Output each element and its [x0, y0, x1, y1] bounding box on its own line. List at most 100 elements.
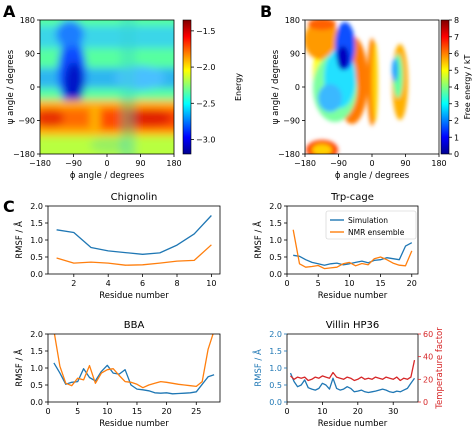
y-tick-label: −180: [13, 150, 35, 159]
colorbar-tick-label: −2.5: [196, 99, 215, 108]
legend-label-nmr: NMR ensemble: [348, 228, 405, 237]
right-tick-label: 0: [423, 398, 428, 407]
trp-cage-plot: Trp-cage 0 5 10 15 20 0.0 0.5 1.0 1.5 2.0 Residue n…: [252, 192, 419, 301]
x-tick-label: 15: [375, 279, 385, 288]
x-tick-label: 180: [431, 159, 446, 168]
plot-title: BBA: [124, 320, 145, 331]
x-tick-label: 10: [344, 279, 354, 288]
x-axis-label: Residue number: [99, 291, 169, 301]
y-axis-label: ψ angle / degrees: [271, 49, 281, 124]
colorbar-tick-label: 8: [454, 16, 459, 25]
x-tick-label: 15: [132, 407, 142, 416]
y-tick-label: 1.0: [30, 364, 43, 373]
y-tick-label: 2.0: [30, 330, 43, 339]
y-tick-label: 1.5: [269, 347, 282, 356]
x-tick-label: 0: [284, 407, 289, 416]
series-line-simulation: [56, 215, 212, 255]
x-tick-label: 90: [400, 159, 410, 168]
y-tick-label: 0.5: [30, 381, 43, 390]
x-tick-label: 90: [135, 159, 145, 168]
colorbar-tick-label: −3.0: [196, 136, 215, 145]
x-tick-label: 6: [140, 279, 145, 288]
x-tick-label: 10: [206, 279, 216, 288]
series-group: [53, 334, 215, 395]
panel-b-colorbar-label: Free energy / kT: [463, 55, 472, 120]
x-axis-label: ϕ angle / degrees: [335, 171, 410, 181]
legend-label-simulation: Simulation: [348, 216, 388, 225]
x-tick-label: 0: [369, 159, 374, 168]
x-tick-label: 30: [388, 407, 398, 416]
y-tick-label: −90: [283, 117, 300, 126]
panel-letter-b: B: [260, 2, 272, 21]
y-tick-label: 180: [20, 16, 35, 25]
villin-plot: Villin HP36 0 10 20 30 0.0 0.5 1.0 1.5 2.0 Residue…: [252, 320, 445, 429]
x-axis-label: Residue number: [318, 291, 388, 301]
colorbar-tick-label: 4: [454, 83, 459, 92]
colorbar-tick-label: 0: [454, 150, 459, 159]
right-axis-label: Temperature factor: [435, 327, 445, 410]
colorbar-tick-label: 6: [454, 50, 459, 59]
y-tick-label: 0: [30, 83, 35, 92]
series-group: [56, 215, 212, 266]
x-tick-label: 5: [75, 407, 80, 416]
plot-title: Trp-cage: [330, 192, 374, 203]
x-tick-label: 5: [316, 279, 321, 288]
colorbar-tick-label: 5: [454, 66, 459, 75]
x-tick-label: 10: [102, 407, 112, 416]
x-tick-label: 0: [284, 279, 289, 288]
y-axis-label: RMSF / Å: [252, 221, 264, 259]
chignolin-plot: Chignolin 2 4 6 8 10 0.0 0.5 1.0 1.5 2.0 Residue nu…: [13, 192, 221, 301]
x-tick-label: 20: [162, 407, 172, 416]
y-tick-label: 0.5: [269, 381, 282, 390]
plot-title: Chignolin: [111, 192, 158, 203]
y-tick-label: 0.5: [269, 253, 282, 262]
colorbar-tick-label: 2: [454, 117, 459, 126]
y-tick-label: 1.0: [269, 364, 282, 373]
x-tick-label: 20: [407, 279, 417, 288]
x-tick-label: 0: [45, 407, 50, 416]
y-tick-label: −90: [18, 117, 35, 126]
y-tick-label: 0: [295, 83, 300, 92]
series-line-nmr: [56, 244, 212, 266]
x-tick-label: 25: [191, 407, 201, 416]
y-axis-label: RMSF / Å: [13, 221, 25, 259]
panel-a-colorbar-label: Energy: [234, 73, 243, 101]
x-tick-label: −90: [65, 159, 82, 168]
y-tick-label: 90: [25, 50, 35, 59]
plot-frame: [47, 205, 221, 275]
x-tick-label: 180: [166, 159, 181, 168]
x-axis-label: Residue number: [99, 419, 169, 429]
bba-plot: BBA 0 5 10 15 20 25 0.0 0.5 1.0 1.5 2.0 Residue numb…: [13, 320, 221, 429]
legend-box: [325, 210, 417, 240]
x-axis-label: ϕ angle / degrees: [70, 171, 145, 181]
series-line-nmr: [53, 334, 214, 389]
series-line-simulation: [289, 372, 416, 394]
y-tick-label: 0.0: [30, 270, 43, 279]
y-tick-label: 0.5: [30, 253, 43, 262]
y-tick-label: 2.0: [269, 202, 282, 211]
y-axis-label: RMSF / Å: [252, 349, 264, 387]
y-tick-label: 2.0: [269, 330, 282, 339]
panel-a-heatmap: [40, 20, 174, 154]
y-tick-label: 180: [285, 16, 300, 25]
y-tick-label: 1.5: [30, 347, 43, 356]
y-tick-label: −180: [278, 150, 300, 159]
panel-letter-a: A: [3, 2, 16, 21]
panel-b-heatmap: [305, 20, 408, 154]
y-axis-label: ψ angle / degrees: [6, 49, 16, 124]
y-tick-label: 0.0: [269, 398, 282, 407]
y-tick-label: 1.5: [269, 219, 282, 228]
colorbar-tick-label: 7: [454, 33, 459, 42]
x-tick-label: −90: [330, 159, 347, 168]
panel-a-colorbar: [182, 19, 192, 155]
series-line-simulation: [53, 362, 215, 395]
y-tick-label: 0.0: [30, 398, 43, 407]
x-tick-label: 2: [71, 279, 76, 288]
x-axis-label: Residue number: [318, 419, 388, 429]
right-tick-label: 20: [423, 375, 433, 384]
right-tick-label: 60: [423, 330, 433, 339]
colorbar-tick-label: −1.5: [196, 27, 215, 36]
x-tick-label: 0: [104, 159, 109, 168]
series-line-nmr: [292, 229, 413, 270]
x-tick-label: 10: [317, 407, 327, 416]
